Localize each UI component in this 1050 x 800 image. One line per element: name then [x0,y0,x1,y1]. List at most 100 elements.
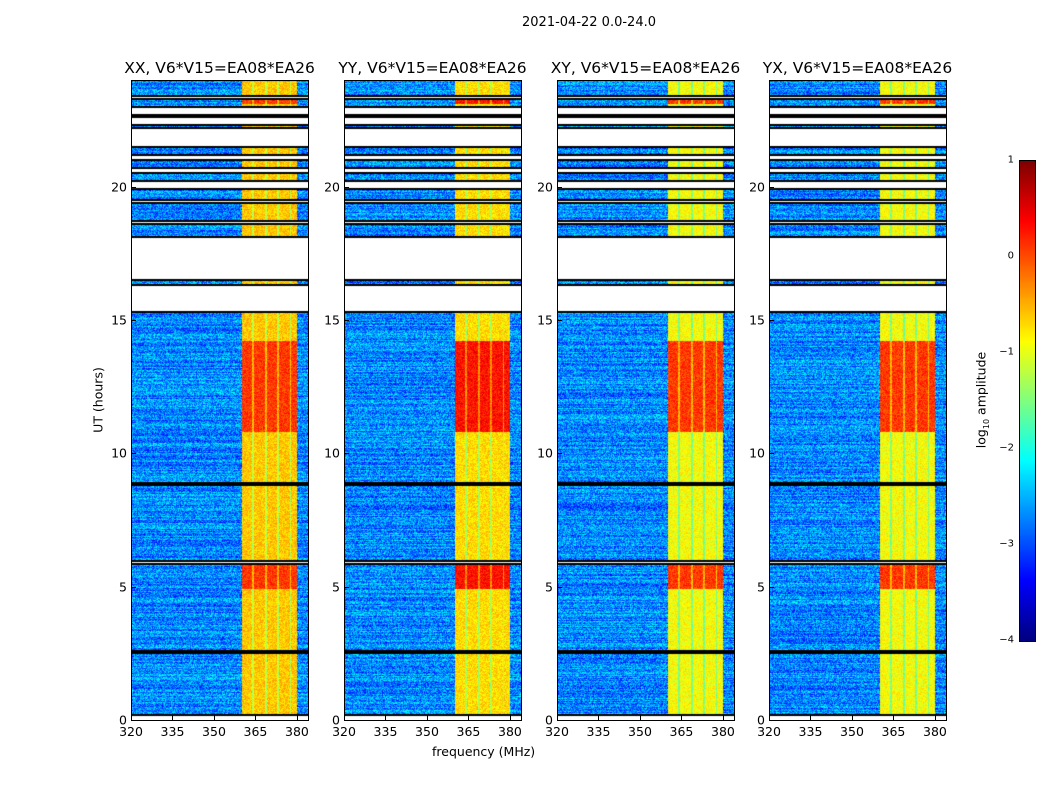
colorbar-tick-label: −3 [999,538,1014,550]
x-tick-mark [426,715,428,720]
y-tick-mark [769,453,774,455]
y-tick-mark [769,586,774,588]
y-tick-mark [557,720,562,721]
x-tick-label: 320 [757,724,781,739]
y-tick-mark [769,320,774,321]
y-tick-mark [131,586,136,588]
y-tick-label: 5 [757,579,765,595]
spectrogram-2 [557,80,734,720]
y-tick-label: 10 [749,445,765,461]
x-tick-label: 335 [798,724,823,739]
y-tick-label: 5 [545,579,553,595]
y-tick-mark [557,186,562,188]
x-tick-label: 350 [202,724,226,739]
panel-frame [131,80,309,721]
x-tick-label: 380 [285,724,309,739]
x-tick-label: 335 [373,724,398,739]
y-tick-label: 20 [749,179,765,195]
panel-title: XY, V6*V15=EA08*EA26 [550,59,741,77]
y-tick-label: 0 [119,712,127,728]
y-tick-mark [131,453,136,455]
panel-title: YX, V6*V15=EA08*EA26 [762,59,953,77]
x-tick-mark [468,715,470,720]
colorbar-label-main: log [973,429,989,449]
x-tick-mark [131,715,132,720]
colorbar-tick-label: −2 [999,442,1014,454]
y-tick-label: 10 [324,445,340,461]
y-tick-label: 15 [537,312,553,328]
y-tick-label: 20 [324,179,340,195]
y-tick-label: 10 [537,445,553,461]
x-tick-mark [296,715,298,720]
x-tick-label: 365 [456,724,481,739]
panel-frame [769,80,947,721]
y-tick-mark [344,586,349,588]
y-tick-mark [557,320,562,321]
x-tick-label: 320 [332,724,356,739]
x-tick-mark [385,715,387,720]
x-tick-mark [934,715,936,720]
x-tick-label: 350 [415,724,439,739]
x-tick-mark [722,715,724,720]
y-tick-mark [344,720,349,721]
x-tick-label: 380 [923,724,947,739]
x-tick-mark [893,715,895,720]
y-tick-mark [131,720,136,721]
x-tick-mark [769,715,770,720]
y-tick-mark [344,320,349,321]
x-tick-label: 365 [243,724,268,739]
y-tick-label: 0 [332,712,340,728]
x-tick-label: 335 [160,724,185,739]
y-tick-label: 20 [111,179,127,195]
x-tick-label: 380 [498,724,522,739]
x-tick-label: 380 [711,724,735,739]
x-tick-mark [598,715,600,720]
spectrogram-0 [131,80,308,720]
x-tick-mark [255,715,257,720]
x-tick-mark [344,715,345,720]
colorbar-tick-label: −1 [999,346,1014,358]
panel-frame [344,80,522,721]
colorbar-tick-label: −4 [999,634,1014,646]
panel-frame [557,80,735,721]
x-tick-mark [557,715,558,720]
colorbar-tick-label: 1 [1007,154,1014,166]
x-axis-label: frequency (MHz) [432,744,536,759]
colorbar-tick-label: 0 [1007,250,1014,262]
colorbar-label-sub: 10 [981,418,991,430]
x-tick-label: 365 [669,724,694,739]
y-tick-mark [557,586,562,588]
y-tick-label: 5 [119,579,127,595]
y-tick-label: 0 [545,712,553,728]
y-axis-label: UT (hours) [90,367,106,433]
x-tick-label: 350 [628,724,652,739]
y-tick-mark [344,453,349,455]
x-tick-label: 350 [840,724,864,739]
y-tick-label: 10 [111,445,127,461]
x-tick-label: 320 [545,724,569,739]
spectrogram-1 [344,80,521,720]
panel-title: YY, V6*V15=EA08*EA26 [338,59,527,77]
x-tick-label: 320 [119,724,143,739]
x-tick-label: 335 [586,724,611,739]
y-tick-mark [769,186,774,188]
panel-title: XX, V6*V15=EA08*EA26 [124,59,315,77]
colorbar-label: log10 amplitude [973,352,991,448]
x-tick-mark [172,715,174,720]
x-tick-label: 365 [881,724,906,739]
y-tick-mark [769,720,774,721]
x-tick-mark [810,715,812,720]
y-tick-label: 15 [749,312,765,328]
y-tick-label: 15 [324,312,340,328]
x-tick-mark [639,715,641,720]
figure-title: 2021-04-22 0.0-24.0 [522,15,656,30]
y-tick-mark [131,320,136,321]
x-tick-mark [681,715,683,720]
y-tick-mark [131,186,136,188]
y-tick-label: 0 [757,712,765,728]
x-tick-mark [851,715,853,720]
colorbar-label-rest: amplitude [973,351,989,419]
x-tick-mark [213,715,215,720]
colorbar-gradient [1019,160,1036,642]
